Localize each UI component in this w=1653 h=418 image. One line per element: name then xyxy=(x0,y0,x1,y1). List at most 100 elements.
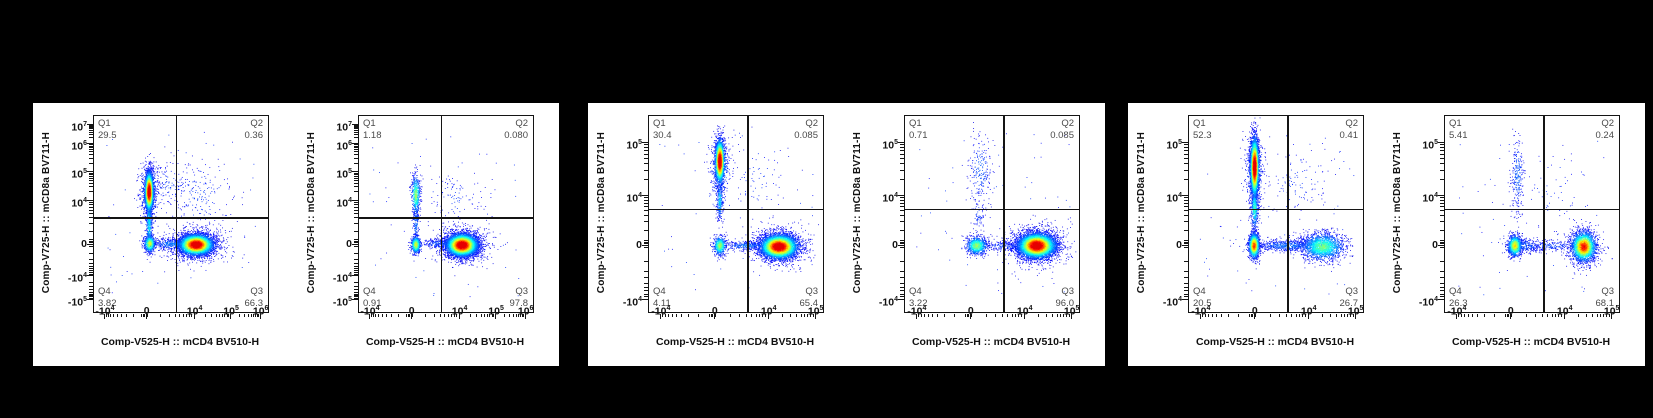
x-axis-minor-tick xyxy=(668,313,670,317)
y-tick-label: 107 xyxy=(71,121,87,134)
x-axis-minor-tick xyxy=(439,313,441,317)
x-axis-minor-tick xyxy=(995,313,997,317)
y-tick-label: -105 xyxy=(67,295,87,309)
y-axis-minor-tick xyxy=(1440,197,1444,199)
y-axis-minor-tick xyxy=(354,174,358,176)
y-axis-minor-tick xyxy=(89,291,93,293)
y-axis-minor-tick xyxy=(354,240,358,242)
x-tick-label: 0 xyxy=(1507,305,1514,317)
x-axis-minor-tick xyxy=(509,313,511,317)
quadrant-q4-stat: Q4 26.3 xyxy=(1449,286,1468,309)
y-tick-label: 106 xyxy=(336,139,352,153)
y-axis-major-tick xyxy=(87,199,93,201)
x-axis-minor-tick xyxy=(228,313,230,317)
y-axis-major-tick xyxy=(352,124,358,126)
x-axis-minor-tick xyxy=(142,313,144,317)
x-axis-minor-tick xyxy=(456,313,458,317)
x-axis-minor-tick xyxy=(480,313,482,317)
y-axis-minor-tick xyxy=(900,202,904,204)
quadrant-q3-stat: Q3 68.1 xyxy=(1596,286,1615,309)
x-axis-minor-tick xyxy=(790,313,792,317)
x-axis-minor-tick xyxy=(1295,313,1297,317)
x-axis-minor-tick xyxy=(1508,313,1510,317)
x-axis-minor-tick xyxy=(715,313,717,317)
x-axis-title: Comp-V525-H :: mCD4 BV510-H xyxy=(1195,336,1355,348)
y-axis-minor-tick xyxy=(354,147,358,149)
x-axis-minor-tick xyxy=(113,313,115,317)
y-axis-minor-tick xyxy=(354,206,358,208)
x-axis-minor-tick xyxy=(107,313,109,317)
x-axis-major-tick xyxy=(524,313,526,319)
x-axis-minor-tick xyxy=(1063,313,1065,317)
x-axis-minor-tick xyxy=(1291,313,1293,317)
y-axis-title-text: Comp-V725-H :: mCD8a BV711-H xyxy=(1135,132,1147,294)
y-axis-minor-tick xyxy=(644,157,648,159)
x-axis-minor-tick xyxy=(1340,313,1342,317)
y-axis-minor-tick xyxy=(644,214,648,216)
x-axis-minor-tick xyxy=(1461,313,1463,317)
x-axis-minor-tick xyxy=(971,313,973,317)
x-axis-minor-tick xyxy=(385,313,387,317)
y-axis-minor-tick xyxy=(354,204,358,206)
x-axis-minor-tick xyxy=(1002,313,1004,317)
y-axis-minor-tick xyxy=(89,209,93,211)
x-axis-minor-tick xyxy=(1051,313,1053,317)
x-axis-minor-tick xyxy=(1221,313,1223,317)
x-axis-minor-tick xyxy=(521,313,523,317)
x-axis-minor-tick xyxy=(1551,313,1553,317)
x-axis-minor-tick xyxy=(671,313,673,317)
y-axis-minor-tick xyxy=(900,150,904,152)
y-axis-major-tick xyxy=(898,298,904,300)
y-axis-major-tick xyxy=(642,141,648,143)
y-axis-minor-tick xyxy=(354,191,358,193)
y-axis-major-tick xyxy=(898,141,904,143)
y-axis-minor-tick xyxy=(644,199,648,201)
x-axis-minor-tick xyxy=(255,313,257,317)
x-axis-minor-tick xyxy=(944,313,945,317)
x-tick-label: 104 xyxy=(186,305,203,318)
y-axis-minor-tick xyxy=(900,197,904,199)
y-axis-minor-tick xyxy=(1440,199,1444,201)
y-axis-minor-tick xyxy=(644,296,648,298)
x-axis-minor-tick xyxy=(1216,313,1218,317)
y-axis-minor-tick xyxy=(89,238,93,240)
x-axis-minor-tick xyxy=(375,313,377,317)
x-axis-minor-tick xyxy=(425,313,427,317)
quadrant-q4-value: 26.3 xyxy=(1449,297,1468,309)
x-axis-minor-tick xyxy=(921,313,923,317)
x-tick-label: 0 xyxy=(1251,305,1258,317)
x-axis-major-tick xyxy=(495,313,497,319)
x-axis-minor-tick xyxy=(759,313,761,317)
y-axis-minor-tick xyxy=(354,179,358,181)
x-tick-label: 0 xyxy=(711,305,718,317)
quadrant-q1-label: Q1 xyxy=(653,118,666,129)
x-axis-major-tick xyxy=(814,313,816,319)
x-axis-minor-tick xyxy=(804,313,806,317)
y-axis-minor-tick xyxy=(89,145,93,147)
y-tick-label: -104 xyxy=(67,272,87,285)
y-axis-minor-tick xyxy=(89,217,93,219)
y-axis-minor-tick xyxy=(89,213,93,215)
y-axis-major-tick xyxy=(352,275,358,277)
y-axis-minor-tick xyxy=(644,229,648,231)
quadrant-gate-horizontal xyxy=(94,217,268,219)
x-axis-minor-tick xyxy=(1577,313,1579,317)
y-axis-minor-tick xyxy=(1184,202,1188,204)
x-axis-minor-tick xyxy=(1472,313,1474,317)
x-axis-minor-tick xyxy=(932,313,934,317)
y-axis-minor-tick xyxy=(1184,147,1188,149)
x-axis-minor-tick xyxy=(224,313,226,317)
x-axis-major-tick xyxy=(230,313,232,319)
y-axis-minor-tick xyxy=(354,270,358,272)
y-axis-minor-tick xyxy=(1440,205,1444,207)
x-axis-minor-tick xyxy=(965,313,967,317)
x-axis-minor-tick xyxy=(688,313,689,317)
y-tick-label: 104 xyxy=(626,191,642,205)
x-axis-title: Comp-V525-H :: mCD4 BV510-H xyxy=(655,336,815,348)
y-axis-minor-tick xyxy=(900,243,904,245)
x-axis-minor-tick xyxy=(807,313,809,317)
quadrant-q1-value: 0.71 xyxy=(909,129,928,141)
quadrant-q3-label: Q3 xyxy=(805,286,818,297)
x-axis-minor-tick xyxy=(1228,313,1229,317)
quadrant-q4-stat: Q4 3.22 xyxy=(909,286,928,309)
